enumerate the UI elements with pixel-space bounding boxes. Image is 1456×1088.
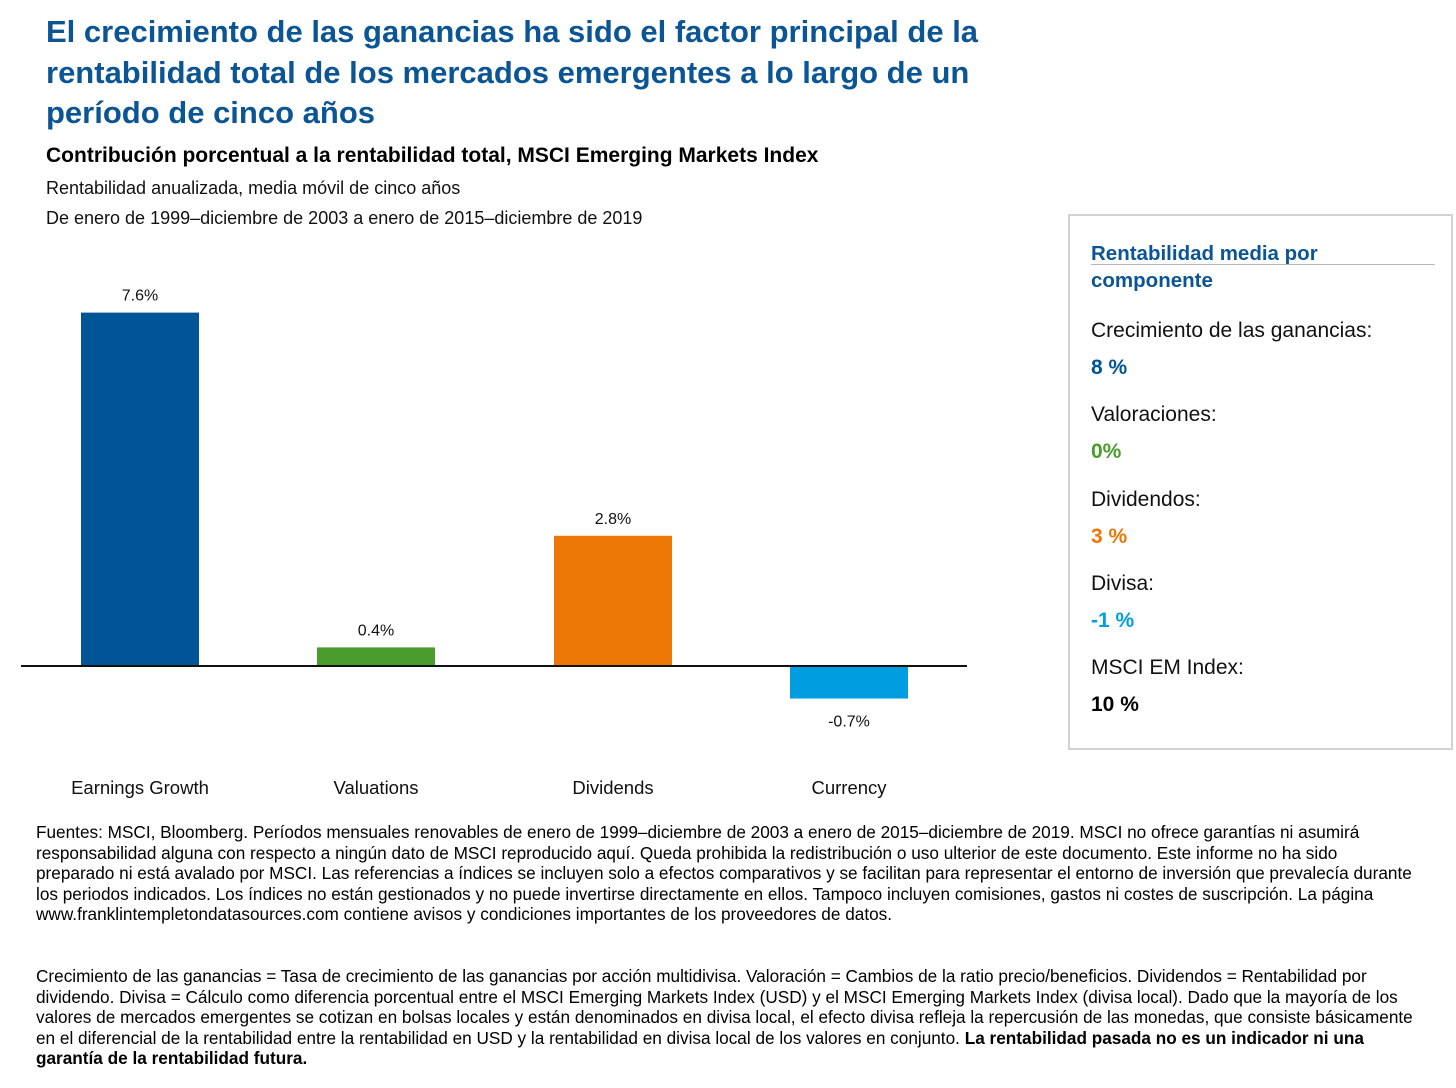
data-label-earnings-growth: 7.6% [122,288,158,305]
chart-description-period: De enero de 1999–diciembre de 2003 a ene… [46,208,643,228]
bar-dividends [554,535,672,666]
category-label-earnings-growth: Earnings Growth [71,777,209,798]
definitions-text: Crecimiento de las ganancias = Tasa de c… [36,966,1413,1048]
panel-item-label: MSCI EM Index: [1091,656,1244,680]
panel-item-value: -1 % [1091,608,1135,632]
panel-item-value: 3 % [1091,524,1128,548]
chart-subtitle: Contribución porcentual a la rentabilida… [46,144,819,167]
panel-heading-divider [1091,264,1435,265]
bar-currency [790,666,908,699]
category-label-valuations: Valuations [333,777,418,798]
definitions-footnote: Crecimiento de las ganancias = Tasa de c… [36,966,1416,1069]
panel-item-label: Divisa: [1091,571,1155,595]
panel-item-label: Dividendos: [1091,487,1201,511]
bar-earnings-growth [81,312,199,666]
bar-valuations [317,647,435,666]
data-label-dividends: 2.8% [595,511,631,528]
data-label-currency: -0.7% [828,714,870,731]
sources-footnote: Fuentes: MSCI, Bloomberg. Períodos mensu… [36,822,1412,924]
bar-chart: 7.6% Earnings Growth 0.4% Valuations 2.8% Div… [21,288,967,798]
average-return-panel: Rentabilidad media por componente Crecim… [1068,214,1453,750]
panel-item-value: 8 % [1091,356,1128,379]
panel-item-label: Crecimiento de las ganancias: [1091,319,1373,342]
category-label-currency: Currency [811,777,887,798]
chart-headline: El crecimiento de las ganancias ha sido … [46,14,979,130]
panel-item-label: Valoraciones: [1091,403,1217,427]
chart-description-return-type: Rentabilidad anualizada, media móvil de … [46,178,461,198]
past-performance-disclaimer: La rentabilidad pasada no es un indicado… [36,1027,1364,1069]
panel-item-value: 0% [1091,440,1122,464]
data-label-valuations: 0.4% [358,622,394,639]
panel-item-value: 10 % [1091,693,1139,717]
panel-heading: Rentabilidad media por componente [1091,242,1318,292]
category-label-dividends: Dividends [572,777,653,798]
